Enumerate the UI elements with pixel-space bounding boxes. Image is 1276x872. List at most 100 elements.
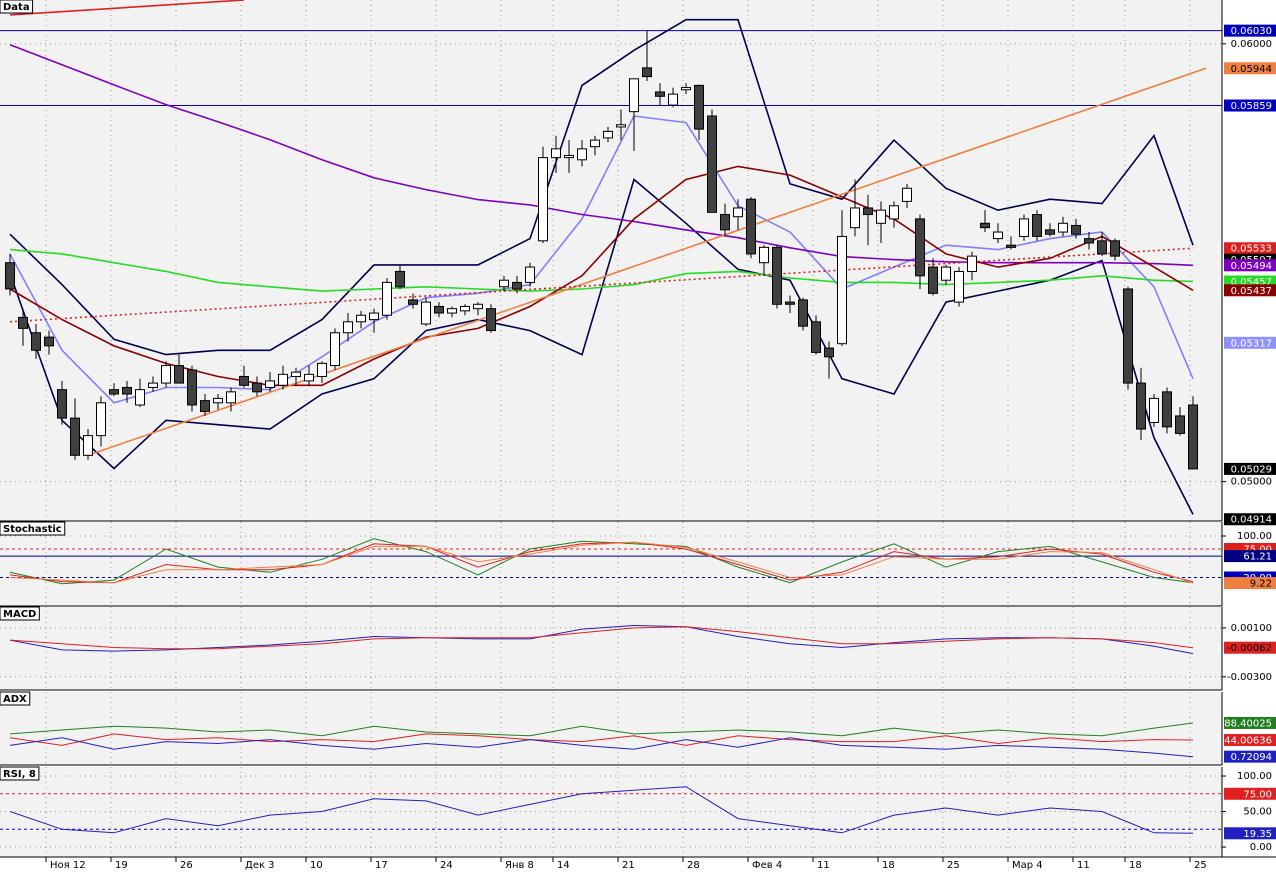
- candle-body: [733, 207, 743, 218]
- plot-area: [0, 692, 1222, 765]
- candle-body: [278, 373, 288, 386]
- x-tick-label: 18: [1129, 860, 1142, 871]
- price-badge-label: 19.35: [1243, 829, 1272, 840]
- series-line: [9, 626, 1194, 650]
- candle-body: [109, 389, 119, 395]
- x-tick-label: 19: [115, 860, 128, 871]
- series-line: [9, 786, 1194, 834]
- candle-body: [5, 262, 15, 290]
- plot-background: [0, 522, 1222, 606]
- candle-body: [941, 266, 951, 281]
- candle-body: [772, 246, 782, 305]
- candle-body: [1188, 404, 1198, 470]
- series-line: [9, 43, 1194, 267]
- plot-area: [0, 522, 1222, 606]
- candle-body: [564, 154, 574, 159]
- price-badge: [1224, 24, 1276, 37]
- x-tick-label: Фев 4: [752, 860, 782, 871]
- series-line: [9, 737, 1194, 758]
- candle-body: [616, 124, 626, 128]
- candle-body: [1110, 240, 1120, 257]
- candle-body: [720, 214, 730, 231]
- candle-body: [668, 93, 678, 106]
- candle-body: [590, 139, 600, 148]
- x-tick-label: 26: [180, 860, 193, 871]
- price-badge-label: 0.05029: [1231, 464, 1272, 475]
- candle-body: [798, 299, 808, 327]
- candle-body: [1071, 224, 1081, 235]
- candle-body: [239, 376, 249, 386]
- plot-background: [0, 692, 1222, 765]
- candle-body: [1045, 229, 1055, 235]
- candle-body: [707, 115, 717, 213]
- series-line: [9, 722, 1194, 737]
- price-badge-label: 0.72094: [1231, 752, 1272, 763]
- candle-body: [525, 266, 535, 283]
- panel: 0.06000 0.05000 0.06030 0.05944 0.05859 0.054…: [0, 0, 1276, 526]
- plot-area: [0, 0, 1222, 521]
- candle-body: [967, 255, 977, 272]
- candle-body: [395, 270, 405, 288]
- series-line: [9, 165, 1194, 387]
- candle-body: [421, 301, 431, 325]
- candle-body: [759, 246, 769, 264]
- series-line: [9, 541, 1194, 584]
- candle-body: [629, 78, 639, 113]
- candle-body: [83, 435, 93, 456]
- candle-body: [252, 382, 262, 393]
- candle-body: [811, 321, 821, 353]
- candle-body: [876, 209, 886, 224]
- candle-body: [447, 308, 457, 314]
- price-badge-label: 0.05437: [1231, 286, 1272, 297]
- candle-body: [486, 308, 496, 332]
- panel: 0.00100 -0.00300 -0.00062 MACD: [0, 606, 1276, 691]
- candle-body: [460, 305, 470, 312]
- price-badge: [1224, 99, 1276, 112]
- x-tick-label: Мар 4: [1012, 860, 1043, 871]
- panel: 88.40025 44.00636 0.72094 ADX: [0, 691, 1276, 766]
- price-badge: [1224, 513, 1276, 526]
- price-badge-label: 75.00: [1243, 789, 1272, 800]
- series-line: [9, 178, 1194, 515]
- price-badge-label: -0.00062: [1227, 643, 1272, 654]
- price-badge: [1224, 734, 1276, 747]
- candle-body: [473, 303, 483, 310]
- x-tick-label: 11: [817, 860, 830, 871]
- candle-body: [57, 389, 67, 419]
- y-tick-label: -0.00300: [1227, 672, 1272, 683]
- panel-title: Stochastic: [3, 524, 62, 535]
- candle-body: [135, 389, 145, 406]
- x-tick-label: 28: [687, 860, 700, 871]
- candle-body: [642, 67, 652, 78]
- price-badge-label: 0.05457: [1231, 277, 1272, 288]
- x-tick-label: 10: [310, 860, 323, 871]
- price-badge-label: 61.21: [1243, 552, 1272, 563]
- candle-body: [343, 321, 353, 334]
- candle-body: [291, 371, 301, 378]
- candle-body: [1149, 397, 1159, 423]
- price-badge: [1224, 242, 1276, 255]
- series-line: [9, 0, 245, 16]
- price-badge: [1224, 336, 1276, 349]
- price-badge-label: 0.05859: [1231, 101, 1272, 112]
- candle-body: [1084, 238, 1094, 244]
- candle-body: [265, 380, 275, 388]
- candle-body: [681, 87, 691, 91]
- y-tick-label: 50.00: [1243, 807, 1272, 818]
- panel-title-box: [0, 766, 40, 781]
- candle-body: [551, 148, 561, 159]
- candle-body: [408, 299, 418, 305]
- price-badge-label: 75.00: [1243, 544, 1272, 555]
- candle-body: [44, 336, 54, 347]
- candle-body: [538, 157, 548, 242]
- candle-body: [603, 130, 613, 139]
- price-badge-label: 44.00636: [1224, 736, 1272, 747]
- price-badge: [1224, 577, 1276, 590]
- x-tick-label: Янв 8: [505, 860, 534, 871]
- y-tick-label: 100.00: [1237, 771, 1272, 782]
- price-badge-label: 0.05944: [1231, 64, 1272, 75]
- candle-body: [1175, 415, 1185, 434]
- candle-body: [70, 417, 80, 456]
